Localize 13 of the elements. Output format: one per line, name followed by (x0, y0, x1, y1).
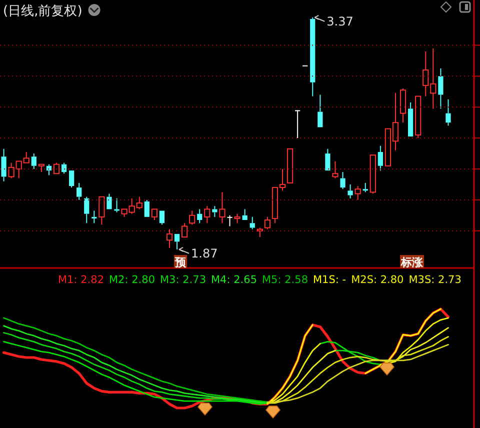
text: M2S: 2.80 (351, 274, 404, 286)
text: M3S: 2.73 (408, 274, 462, 286)
annotation: 1.87 (191, 246, 218, 260)
text: 标涨 (400, 256, 424, 269)
text: M2: 2.80 (109, 274, 155, 286)
text: M1S: - (313, 274, 346, 286)
text: M3: 2.73 (160, 274, 206, 286)
text: M4: 2.65 (211, 274, 257, 286)
annotation: 3.37 (326, 14, 354, 28)
text: M5: 2.58 (262, 274, 308, 286)
text: M1: 2.82 (58, 274, 104, 286)
text: 预 (174, 256, 188, 269)
chart-title: (日线,前复权) (3, 4, 82, 19)
